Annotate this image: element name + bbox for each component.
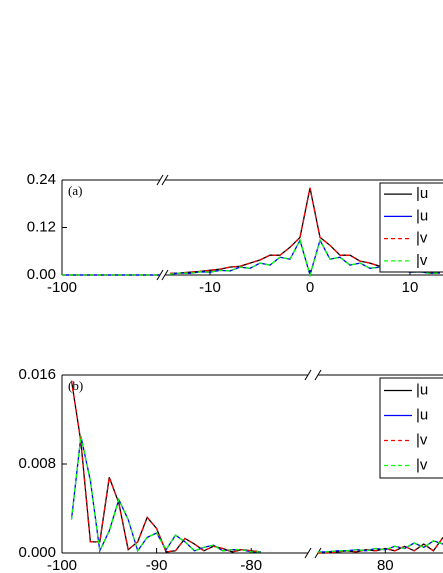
x-tick-label: -80: [240, 557, 262, 573]
panel-label: (a): [68, 183, 82, 198]
axis-break: [314, 369, 322, 381]
legend-label: |v: [416, 456, 428, 473]
x-tick-label: -100: [47, 557, 77, 573]
legend-label: |u: [416, 185, 428, 202]
panel-label: (b): [68, 378, 83, 393]
x-tick-label: -100: [47, 279, 77, 296]
series-line: [70, 436, 261, 554]
series-line: [318, 540, 443, 553]
legend-label: |u: [416, 381, 428, 398]
x-tick-label: -10: [199, 279, 221, 296]
axis-break: [304, 547, 312, 559]
legend-box: [379, 377, 443, 479]
legend-label: |u: [416, 406, 428, 423]
x-tick-label: 0: [306, 279, 314, 296]
axis-break: [304, 369, 312, 381]
x-tick-label: -90: [146, 557, 168, 573]
legend-label: |v: [416, 431, 428, 448]
axis-break: [156, 174, 164, 186]
legend-box: [379, 182, 443, 273]
y-tick-label: 0.008: [18, 455, 56, 472]
y-tick-label: 0.12: [27, 218, 56, 235]
series-line: [70, 380, 261, 553]
y-tick-label: 0.000: [18, 544, 56, 561]
axis-break: [161, 269, 169, 281]
series-line: [70, 436, 261, 554]
series-line: [70, 380, 261, 553]
x-tick-label: 80: [377, 557, 394, 573]
axis-break: [161, 174, 169, 186]
x-tick-label: 10: [402, 279, 419, 296]
y-tick-label: 0.00: [27, 266, 56, 283]
y-tick-label: 0.016: [18, 366, 56, 383]
legend-label: |v: [416, 252, 428, 269]
legend-label: |v: [416, 230, 428, 247]
y-tick-label: 0.24: [27, 171, 56, 188]
legend-label: |u: [416, 207, 428, 224]
